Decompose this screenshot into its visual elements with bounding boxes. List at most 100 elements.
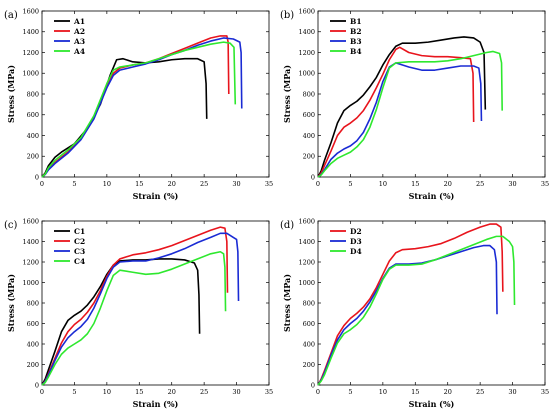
x-tick-label: 15 [135, 180, 143, 188]
chart-panel-3: 0 5 10 15 20 25 30 35 0 200 400 600 800 1000 1200 1400 1… [4, 217, 273, 409]
y-tick-label: 1200 [298, 258, 315, 266]
series-line-a1 [41, 57, 208, 178]
y-tick-label: 0 [35, 381, 39, 389]
x-tick-label: 35 [541, 180, 549, 188]
y-tick-label: 1400 [22, 238, 39, 246]
y-tick-label: 200 [27, 361, 39, 369]
y-tick-label: 600 [303, 111, 315, 119]
x-tick-label: 30 [508, 388, 516, 396]
y-tick-label: 0 [311, 381, 315, 389]
legend-entry: B1 [350, 17, 362, 26]
series-line-a3 [41, 37, 243, 178]
x-tick-label: 20 [444, 388, 452, 396]
legend-entry: C2 [74, 237, 85, 246]
x-tick-label: 25 [476, 180, 484, 188]
y-tick-label: 1600 [22, 217, 39, 225]
x-axis-label: Strain (%) [133, 191, 179, 201]
legend-entry: D3 [350, 237, 362, 246]
y-tick-label: 1400 [298, 238, 315, 246]
y-axis-label: Stress (MPa) [6, 65, 16, 123]
legend-entry: A2 [73, 27, 85, 36]
x-tick-label: 35 [265, 388, 273, 396]
x-axis-label: Strain (%) [409, 191, 455, 201]
y-tick-label: 200 [303, 361, 315, 369]
x-tick-label: 5 [348, 388, 352, 396]
y-tick-label: 200 [303, 153, 315, 161]
series-line-b3 [317, 62, 483, 178]
legend-entry: A1 [73, 17, 85, 26]
panel-label: (d) [280, 220, 294, 231]
y-tick-label: 600 [303, 320, 315, 328]
x-tick-label: 0 [316, 388, 320, 396]
y-tick-label: 1000 [22, 279, 39, 287]
legend-entry: B4 [350, 47, 362, 56]
y-tick-label: 400 [303, 340, 315, 348]
y-tick-label: 1200 [298, 49, 315, 57]
y-tick-label: 800 [27, 90, 39, 98]
panel-label: (b) [280, 10, 294, 21]
y-tick-label: 1200 [22, 258, 39, 266]
x-tick-label: 0 [316, 180, 320, 188]
y-tick-label: 600 [27, 320, 39, 328]
y-tick-label: 400 [27, 132, 39, 140]
x-tick-label: 15 [411, 388, 419, 396]
chart-panel-1: 0 5 10 15 20 25 30 35 0 200 400 600 800 1000 1200 1400 1… [4, 7, 273, 201]
x-tick-label: 25 [200, 180, 208, 188]
legend-entry: B2 [350, 27, 362, 36]
y-axis-label: Stress (MPa) [6, 274, 16, 332]
x-tick-label: 10 [379, 180, 387, 188]
series-line-b4 [317, 50, 503, 178]
series-line-c1 [41, 258, 201, 386]
x-tick-label: 35 [541, 388, 549, 396]
series-line-d4 [317, 235, 516, 386]
chart-panel-4: 0 5 10 15 20 25 30 35 0 200 400 600 800 1000 1200 1400 1… [280, 217, 549, 409]
x-tick-label: 15 [135, 388, 143, 396]
series-line-b2 [317, 46, 475, 178]
x-tick-label: 35 [265, 180, 273, 188]
y-tick-label: 1400 [298, 28, 315, 36]
y-axis-label: Stress (MPa) [282, 65, 292, 123]
y-tick-label: 800 [303, 90, 315, 98]
y-tick-label: 1200 [22, 49, 39, 57]
x-tick-label: 30 [232, 180, 240, 188]
x-tick-label: 30 [232, 388, 240, 396]
x-tick-label: 5 [348, 180, 352, 188]
series-line-a4 [41, 41, 237, 178]
y-tick-label: 400 [303, 132, 315, 140]
x-tick-label: 20 [444, 180, 452, 188]
panel-label: (c) [4, 220, 18, 231]
y-tick-label: 1400 [22, 28, 39, 36]
y-tick-label: 0 [311, 173, 315, 181]
legend-entry: D4 [350, 247, 362, 256]
panel-label: (a) [4, 10, 18, 21]
x-tick-label: 25 [476, 388, 484, 396]
y-tick-label: 1000 [298, 70, 315, 78]
x-tick-label: 25 [200, 388, 208, 396]
legend-entry: C3 [74, 247, 85, 256]
legend-entry: A4 [73, 47, 85, 56]
x-axis-label: Strain (%) [133, 399, 179, 409]
series-line-d3 [317, 244, 498, 386]
legend-entry: C1 [74, 227, 85, 236]
y-tick-label: 0 [35, 173, 39, 181]
legend-entry: A3 [73, 37, 85, 46]
x-tick-label: 30 [508, 180, 516, 188]
legend-entry: D2 [350, 227, 362, 236]
y-tick-label: 400 [27, 340, 39, 348]
y-tick-label: 1000 [22, 70, 39, 78]
chart-panel-2: 0 5 10 15 20 25 30 35 0 200 400 600 800 1000 1200 1400 1… [280, 7, 549, 201]
y-tick-label: 800 [303, 299, 315, 307]
y-axis-label: Stress (MPa) [282, 274, 292, 332]
y-tick-label: 1000 [298, 279, 315, 287]
x-tick-label: 20 [168, 388, 176, 396]
legend-entry: C4 [74, 257, 85, 266]
x-tick-label: 20 [168, 180, 176, 188]
x-tick-label: 0 [40, 388, 44, 396]
y-tick-label: 600 [27, 111, 39, 119]
y-tick-label: 800 [27, 299, 39, 307]
y-tick-label: 1600 [298, 7, 315, 15]
x-tick-label: 10 [103, 180, 111, 188]
x-tick-label: 5 [72, 388, 76, 396]
y-tick-label: 1600 [298, 217, 315, 225]
